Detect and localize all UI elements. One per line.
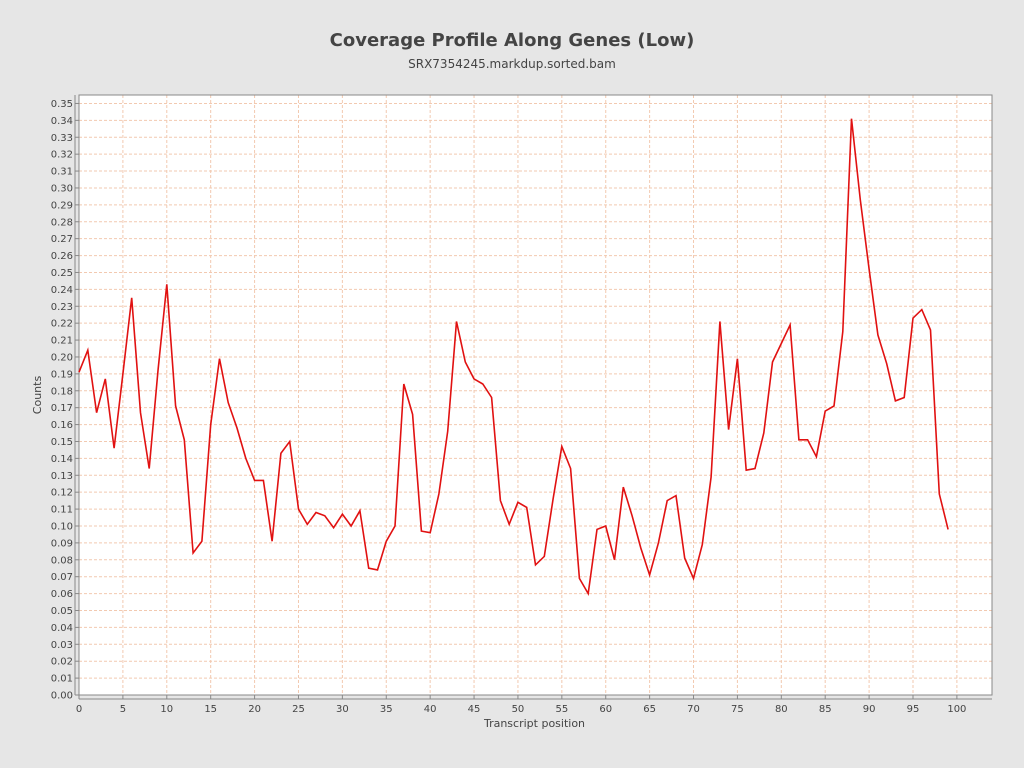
y-tick-label: 0.32 xyxy=(51,150,73,161)
x-tick-label: 5 xyxy=(120,704,126,715)
chart-subtitle: SRX7354245.markdup.sorted.bam xyxy=(408,57,616,71)
x-tick-label: 20 xyxy=(248,704,261,715)
x-tick-label: 0 xyxy=(76,704,82,715)
y-tick-label: 0.04 xyxy=(51,623,73,634)
x-tick-label: 85 xyxy=(819,704,832,715)
x-tick-label: 55 xyxy=(555,704,568,715)
y-axis-ticks: 0.00 0.01 0.02 0.03 0.04 0.05 0.06 0.07 0.08 0.09… xyxy=(51,99,79,702)
y-axis-label: Counts xyxy=(31,376,44,415)
series-line xyxy=(78,118,949,597)
y-tick-label: 0.15 xyxy=(51,437,73,448)
axes xyxy=(74,94,993,700)
y-tick-label: 0.24 xyxy=(51,285,73,296)
x-tick-label: 10 xyxy=(160,704,173,715)
y-tick-label: 0.22 xyxy=(51,319,73,330)
y-tick-label: 0.08 xyxy=(51,555,73,566)
y-tick-label: 0.33 xyxy=(51,133,73,144)
x-axis-label: Transcript position xyxy=(483,717,585,730)
y-tick-label: 0.11 xyxy=(51,505,73,516)
x-tick-label: 50 xyxy=(512,704,525,715)
y-tick-label: 0.21 xyxy=(51,336,73,347)
y-tick-label: 0.28 xyxy=(51,217,73,228)
y-tick-label: 0.18 xyxy=(51,386,73,397)
y-tick-label: 0.19 xyxy=(51,369,73,380)
y-tick-label: 0.02 xyxy=(51,657,73,668)
x-tick-label: 45 xyxy=(468,704,481,715)
y-tick-label: 0.13 xyxy=(51,471,73,482)
x-tick-label: 100 xyxy=(947,704,966,715)
y-tick-label: 0.01 xyxy=(51,674,73,685)
y-tick-label: 0.00 xyxy=(51,691,73,702)
x-tick-label: 75 xyxy=(731,704,744,715)
x-tick-label: 40 xyxy=(424,704,437,715)
x-tick-label: 90 xyxy=(863,704,876,715)
y-tick-label: 0.30 xyxy=(51,183,73,194)
x-tick-label: 65 xyxy=(643,704,656,715)
chart-title: Coverage Profile Along Genes (Low) xyxy=(329,30,695,51)
y-tick-label: 0.03 xyxy=(51,640,73,651)
plot-area xyxy=(79,95,992,695)
x-tick-label: 60 xyxy=(599,704,612,715)
y-tick-label: 0.26 xyxy=(51,251,73,262)
y-tick-label: 0.07 xyxy=(51,572,73,583)
x-axis-ticks: 0 5 10 15 20 25 30 35 40 45 50 55 60 65 70 75 80 85 90 95 10… xyxy=(76,695,966,715)
y-tick-label: 0.34 xyxy=(51,116,73,127)
x-tick-label: 15 xyxy=(204,704,217,715)
y-tick-label: 0.27 xyxy=(51,234,73,245)
x-tick-label: 25 xyxy=(292,704,305,715)
y-tick-label: 0.29 xyxy=(51,200,73,211)
y-tick-label: 0.16 xyxy=(51,420,73,431)
x-tick-label: 30 xyxy=(336,704,349,715)
y-tick-label: 0.06 xyxy=(51,589,73,600)
x-tick-label: 80 xyxy=(775,704,788,715)
x-tick-label: 70 xyxy=(687,704,700,715)
y-tick-label: 0.09 xyxy=(51,538,73,549)
y-tick-label: 0.12 xyxy=(51,488,73,499)
plot-border xyxy=(78,94,993,696)
y-tick-label: 0.10 xyxy=(51,521,73,532)
y-tick-label: 0.35 xyxy=(51,99,73,110)
y-tick-label: 0.20 xyxy=(51,352,73,363)
y-tick-label: 0.05 xyxy=(51,606,73,617)
y-tick-label: 0.17 xyxy=(51,403,73,414)
y-tick-label: 0.23 xyxy=(51,302,73,313)
series-layer xyxy=(78,118,949,597)
x-tick-label: 95 xyxy=(907,704,920,715)
y-tick-label: 0.25 xyxy=(51,268,73,279)
y-tick-label: 0.31 xyxy=(51,167,73,178)
x-tick-label: 35 xyxy=(380,704,393,715)
y-tick-label: 0.14 xyxy=(51,454,73,465)
grid-lines xyxy=(78,95,992,696)
